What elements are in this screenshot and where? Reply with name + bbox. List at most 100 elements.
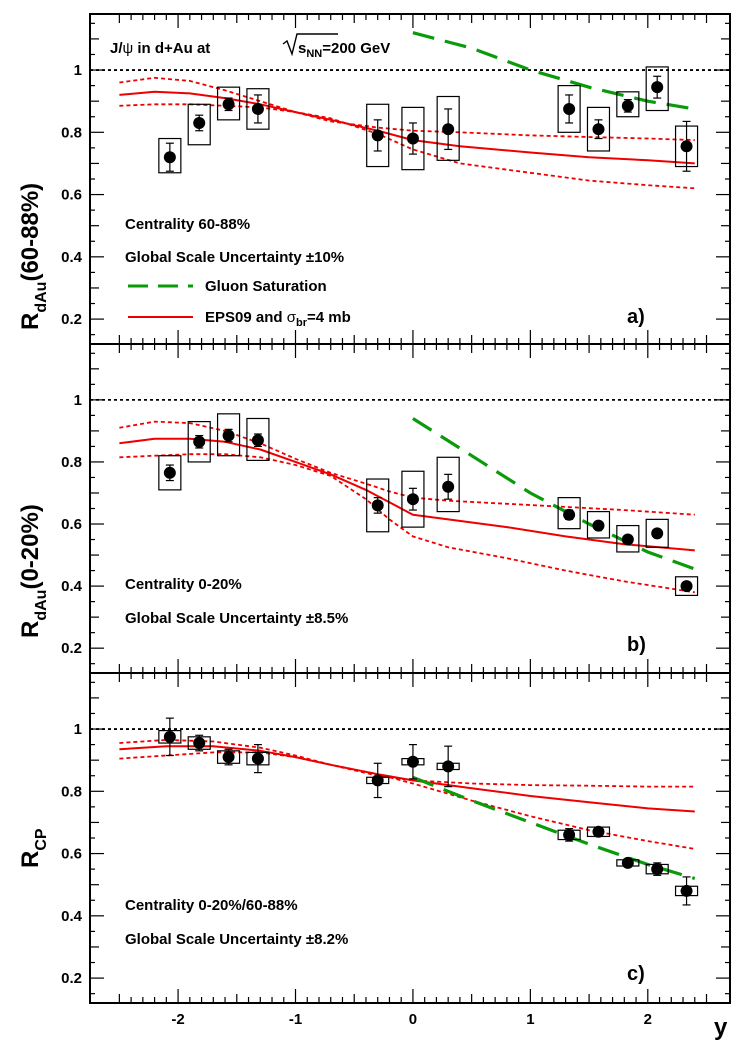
data-marker bbox=[563, 828, 576, 841]
data-point bbox=[674, 876, 699, 906]
systematic-uncertainty-box bbox=[586, 511, 611, 539]
systematic-uncertainty-box bbox=[645, 518, 669, 548]
data-point bbox=[187, 734, 211, 752]
title-sqrt-sign bbox=[282, 33, 338, 57]
legend-sigma-symbol: σ bbox=[287, 309, 297, 326]
systematic-uncertainty-box bbox=[586, 106, 611, 152]
y-tick-label: 0.2 bbox=[61, 970, 82, 987]
panel-c-frame bbox=[89, 672, 731, 1004]
title-energy-value: =200 GeV bbox=[322, 40, 390, 57]
y-tick-label: 0.4 bbox=[61, 578, 83, 595]
systematic-uncertainty-box bbox=[246, 417, 270, 461]
data-point bbox=[366, 478, 390, 533]
panel-c-ylabel-main: R bbox=[17, 851, 44, 868]
y-tick-label: 0.8 bbox=[61, 124, 82, 141]
data-marker bbox=[680, 884, 693, 897]
panel-b-ylabel-sub: dAu bbox=[33, 590, 50, 621]
data-point bbox=[586, 106, 611, 152]
data-point bbox=[436, 745, 460, 788]
data-marker bbox=[251, 434, 264, 447]
data-point bbox=[216, 86, 241, 121]
data-point bbox=[616, 856, 640, 869]
panel-a-ticks: 0.2 0.4 0.6 0.8 1 bbox=[61, 14, 730, 344]
panel-a: 0.2 0.4 0.6 0.8 1 RdAu(60-88%) J/ψ in d+Au a… bbox=[17, 13, 731, 345]
panel-a-title: J/ψ in d+Au at bbox=[110, 40, 210, 57]
y-tick-label: 0.4 bbox=[61, 908, 83, 925]
data-point bbox=[246, 88, 270, 130]
systematic-uncertainty-box bbox=[366, 478, 390, 533]
data-point bbox=[401, 744, 425, 780]
data-marker bbox=[621, 99, 634, 112]
eps09-upper-band bbox=[119, 420, 695, 516]
x-tick-labels: -2 -1 0 1 2 bbox=[171, 1011, 652, 1028]
data-point bbox=[401, 470, 425, 528]
y-tick-label: 0.6 bbox=[61, 846, 82, 863]
data-marker bbox=[193, 116, 206, 129]
y-tick-label: 0.2 bbox=[61, 311, 82, 328]
y-tick-label: 0.2 bbox=[61, 640, 82, 657]
data-marker bbox=[651, 863, 664, 876]
legend-eps09-text: EPS09 and bbox=[205, 309, 287, 326]
data-point bbox=[674, 120, 699, 172]
panel-b-ticks: 0.2 0.4 0.6 0.8 1 bbox=[61, 344, 730, 673]
data-point bbox=[586, 825, 611, 838]
systematic-uncertainty-box bbox=[401, 106, 425, 171]
data-point bbox=[557, 85, 581, 133]
data-marker bbox=[592, 825, 605, 838]
panel-a-ylabel-sub: dAu bbox=[33, 282, 50, 313]
y-tick-label: 1 bbox=[74, 392, 82, 409]
data-marker bbox=[251, 102, 264, 115]
data-marker bbox=[406, 132, 419, 145]
title-sqrt-sub: NN bbox=[306, 48, 322, 60]
data-point bbox=[366, 103, 390, 168]
x-tick-label: -2 bbox=[171, 1011, 184, 1028]
legend-gluon-label: Gluon Saturation bbox=[205, 278, 327, 295]
y-tick-label: 1 bbox=[74, 62, 82, 79]
systematic-uncertainty-box bbox=[187, 103, 211, 146]
data-marker bbox=[442, 480, 455, 493]
data-marker bbox=[222, 429, 235, 442]
data-point bbox=[436, 95, 460, 161]
panel-b-ylabel-tail: (0-20%) bbox=[17, 504, 44, 589]
systematic-uncertainty-box bbox=[158, 137, 182, 174]
data-marker bbox=[193, 435, 206, 448]
systematic-uncertainty-box bbox=[645, 66, 669, 112]
data-point bbox=[366, 762, 390, 799]
systematic-uncertainty-box bbox=[216, 86, 241, 121]
data-point bbox=[557, 828, 581, 842]
data-point bbox=[216, 748, 241, 766]
data-marker bbox=[563, 102, 576, 115]
data-point bbox=[557, 497, 581, 530]
data-marker bbox=[563, 508, 576, 521]
data-marker bbox=[163, 466, 176, 479]
panel-a-tag: a) bbox=[627, 306, 645, 328]
systematic-uncertainty-box bbox=[366, 103, 390, 168]
data-marker bbox=[163, 730, 176, 743]
x-axis-label: y bbox=[714, 1014, 728, 1041]
data-marker bbox=[406, 493, 419, 506]
panel-b-tag: b) bbox=[627, 634, 646, 656]
eps09-lower-band bbox=[119, 751, 695, 850]
data-point bbox=[246, 744, 270, 774]
y-tick-label: 0.4 bbox=[61, 249, 83, 266]
panel-c-plot-layer bbox=[90, 717, 730, 906]
panel-c-y-axis-label: RCP bbox=[17, 828, 50, 868]
data-marker bbox=[251, 752, 264, 765]
data-marker bbox=[193, 737, 206, 750]
x-tick-label: 2 bbox=[644, 1011, 652, 1028]
data-point bbox=[187, 103, 211, 146]
systematic-uncertainty-box bbox=[436, 95, 460, 161]
data-point bbox=[436, 456, 460, 513]
y-tick-label: 1 bbox=[74, 721, 82, 738]
data-marker bbox=[651, 81, 664, 94]
panel-a-ylabel-main: R bbox=[17, 313, 44, 330]
panel-b-centrality: Centrality 0-20% bbox=[125, 576, 242, 593]
title-jpsi-prefix: J/ bbox=[110, 40, 123, 57]
systematic-uncertainty-box bbox=[436, 456, 460, 513]
data-marker bbox=[592, 519, 605, 532]
data-point bbox=[216, 413, 241, 457]
gluon-saturation-curve bbox=[412, 775, 696, 881]
data-point bbox=[401, 106, 425, 171]
systematic-uncertainty-box bbox=[158, 455, 182, 491]
y-tick-label: 0.8 bbox=[61, 454, 82, 471]
